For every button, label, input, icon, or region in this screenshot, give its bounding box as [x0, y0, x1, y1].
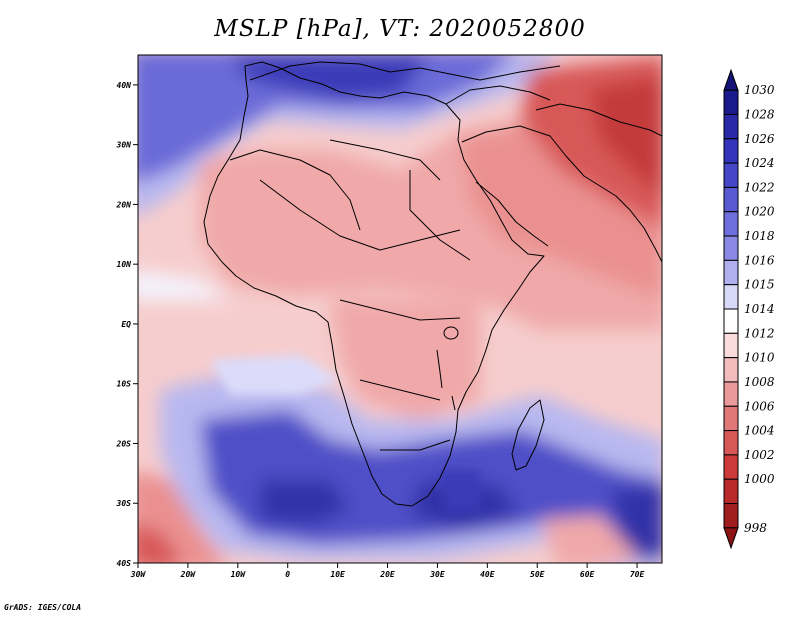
north-high-mid — [138, 55, 515, 182]
lon-label: 20E — [379, 570, 395, 579]
colorbar-segment — [723, 405, 739, 432]
south-transition-band — [210, 355, 340, 395]
europe-coast — [249, 61, 561, 81]
colorbar-label: 1000 — [744, 472, 775, 486]
lat-label: 40S — [117, 559, 132, 568]
colorbar-segment — [723, 454, 739, 480]
colorbar-segment — [723, 211, 739, 237]
colorbar-label: 1014 — [744, 302, 775, 316]
lat-label: 40N — [117, 81, 132, 90]
border-sahel — [259, 179, 461, 251]
lat-label: 20S — [116, 439, 132, 448]
colorbar-label: 1016 — [744, 253, 775, 267]
colorbar-label: 1002 — [744, 448, 775, 462]
colorbar-label: 1010 — [744, 351, 775, 365]
colorbar-label: 1028 — [744, 107, 775, 121]
colorbar-label: 1022 — [744, 180, 775, 194]
colorbar-segment — [723, 89, 739, 115]
lake-malawi — [451, 395, 456, 411]
africa-coastline — [203, 61, 545, 507]
colorbar-segment — [723, 113, 739, 140]
lake-tanganyika — [436, 349, 443, 389]
colorbar-segment — [723, 138, 739, 164]
border-libya — [329, 139, 441, 181]
colorbar-segment — [723, 259, 739, 286]
lon-label: 30E — [429, 570, 445, 579]
colorbar-label: 1020 — [744, 205, 775, 219]
colorbar-segment — [723, 478, 739, 505]
colorbar-segment — [723, 308, 739, 334]
lon-label: 10E — [330, 570, 345, 579]
colorbar-label: 1012 — [744, 326, 775, 340]
lon-label: 0 — [285, 570, 290, 579]
grads-credit: GrADS: IGES/COLA — [4, 603, 82, 612]
colorbar-max-arrow — [723, 68, 739, 91]
coastlines — [203, 61, 662, 507]
south-atlantic-high-core — [260, 480, 350, 525]
colorbar-segment — [723, 284, 739, 310]
arabia-coast — [461, 125, 662, 263]
asia-heat-core — [590, 75, 662, 198]
colorbar-label: 1018 — [744, 229, 775, 243]
lat-label: 10S — [117, 380, 132, 389]
lat-label: EQ — [121, 320, 131, 329]
colorbar-min-arrow — [723, 527, 739, 550]
latitude-axis: 40N 30N 20N 10N EQ 10S 20S 30S 40S — [116, 81, 138, 568]
colorbar-segment — [723, 235, 739, 261]
colorbar-label: 1008 — [744, 375, 775, 389]
colorbar-segment — [723, 162, 739, 188]
lon-label: 40E — [480, 570, 495, 579]
lat-label: 30S — [116, 499, 132, 508]
lakes — [436, 326, 459, 411]
lon-label: 50E — [530, 570, 545, 579]
lon-label: 70E — [630, 570, 645, 579]
pressure-field — [138, 55, 662, 563]
border-central — [339, 299, 461, 321]
southwest-low-core — [138, 523, 181, 563]
colorbar-segment — [723, 332, 739, 359]
colorbar-segment — [723, 186, 739, 213]
colorbar-label: 1015 — [744, 278, 775, 292]
colorbar-segment — [723, 503, 739, 529]
colorbar-label: 1006 — [744, 399, 775, 413]
border-northwest — [229, 149, 361, 231]
map-title: MSLP [hPa], VT: 2020052800 — [214, 16, 586, 42]
colorbar-label: 1024 — [744, 156, 775, 170]
red-sea-east — [475, 181, 549, 247]
colorbar: 1030 1028 1026 1024 1022 1020 1018 1016 1015 1014… — [723, 68, 775, 550]
border-south — [380, 439, 451, 451]
border-sudan — [409, 170, 471, 261]
lon-label: 10W — [231, 570, 247, 579]
madagascar — [511, 399, 545, 471]
iran-coast — [535, 103, 662, 137]
lat-label: 10N — [117, 260, 132, 269]
north-high-core — [230, 55, 430, 100]
mediterranean-coast — [445, 85, 551, 105]
lon-label: 60E — [580, 570, 595, 579]
plot-frame — [137, 54, 663, 564]
south-africa-high-center — [440, 470, 480, 510]
colorbar-segment — [723, 381, 739, 407]
lake-victoria — [443, 326, 459, 340]
colorbar-label: 998 — [744, 521, 767, 535]
colorbar-segment — [723, 357, 739, 383]
south-indian-low — [540, 515, 640, 563]
colorbar-segment — [723, 430, 739, 456]
lat-label: 20N — [116, 200, 132, 209]
colorbar-label: 1030 — [744, 83, 775, 97]
border-south-central — [359, 379, 441, 401]
atlantic-white-band — [138, 271, 230, 300]
lon-label: 20W — [180, 570, 197, 579]
lat-label: 30N — [116, 141, 132, 150]
longitude-axis: 30W 20W 10W 0 10E 20E 30E 40E 50E 60E 70E — [130, 563, 645, 579]
lon-label: 30W — [130, 570, 147, 579]
central-africa-low — [330, 300, 480, 420]
colorbar-label: 1004 — [744, 424, 775, 438]
colorbar-label: 1026 — [744, 132, 775, 146]
